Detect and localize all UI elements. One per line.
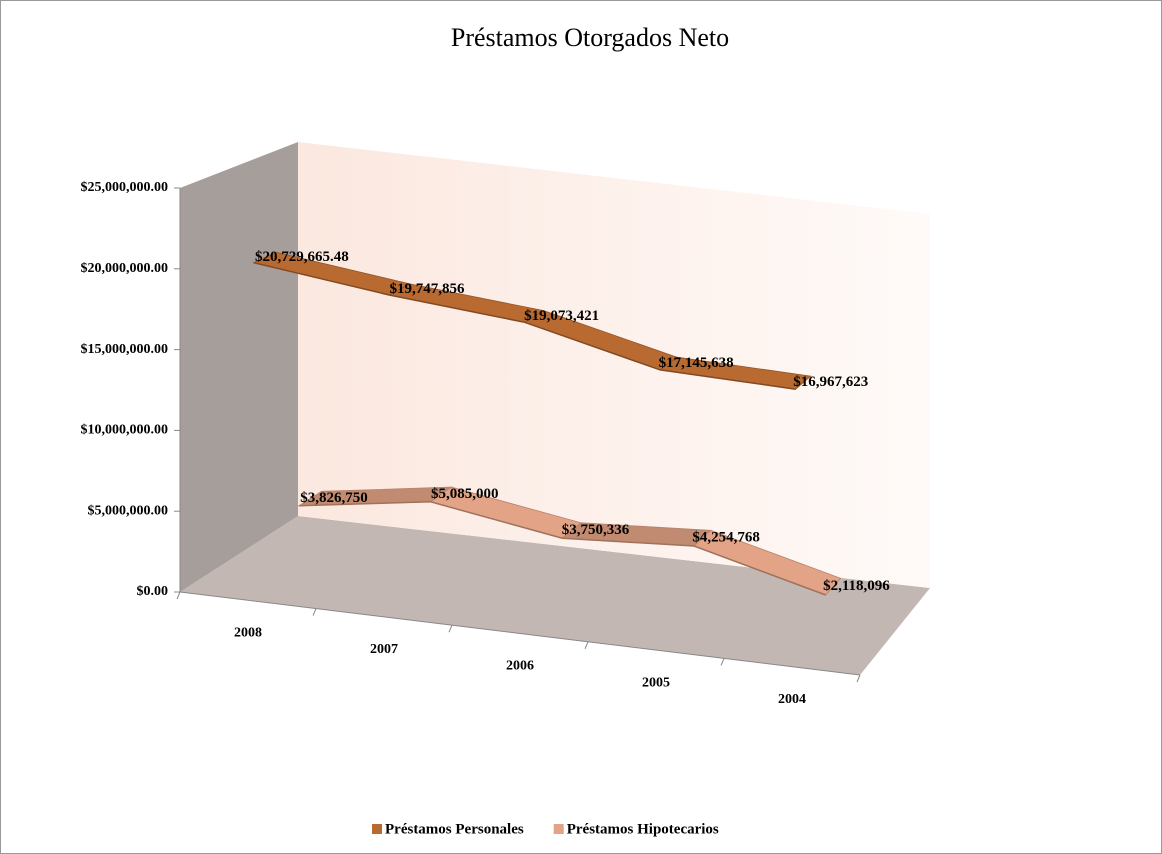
x-axis-line xyxy=(179,591,861,676)
x-tick-mark xyxy=(312,608,317,616)
data-label: $2,118,096 xyxy=(823,578,890,594)
data-label: $3,826,750 xyxy=(300,490,368,506)
y-tick-label: $0.00 xyxy=(137,584,169,599)
x-tick-mark xyxy=(176,591,181,600)
x-tick-label: 2005 xyxy=(642,675,670,690)
back-wall xyxy=(298,142,930,588)
data-label: $4,254,768 xyxy=(692,530,760,546)
data-label: $3,750,336 xyxy=(562,522,630,538)
x-tick-mark xyxy=(856,674,861,683)
legend-swatch xyxy=(372,824,382,834)
data-label: $16,967,623 xyxy=(793,374,868,390)
y-tick-label: $5,000,000.00 xyxy=(88,503,169,518)
x-tick-mark xyxy=(584,641,589,649)
data-label: $20,729,665.48 xyxy=(255,249,349,265)
y-tick-label: $10,000,000.00 xyxy=(81,423,169,438)
x-tick-label: 2006 xyxy=(506,659,534,674)
data-label: $19,747,856 xyxy=(390,281,466,297)
y-tick-label: $25,000,000.00 xyxy=(81,180,169,195)
legend-label: Préstamos Personales xyxy=(385,821,524,837)
x-tick-mark xyxy=(720,658,725,666)
left-wall xyxy=(180,142,298,592)
series-line xyxy=(298,501,826,596)
y-tick-label: $15,000,000.00 xyxy=(81,342,169,357)
x-tick-label: 2004 xyxy=(778,692,806,707)
series-line xyxy=(253,261,796,390)
x-tick-mark xyxy=(448,625,453,633)
data-label: $19,073,421 xyxy=(524,308,599,324)
y-tick-label: $20,000,000.00 xyxy=(81,261,169,276)
legend-swatch xyxy=(553,824,564,834)
data-label: $17,145,638 xyxy=(659,355,734,371)
plot-area: $0.00 $5,000,000.00 $10,000,000.00 $15,000,… xyxy=(81,142,930,707)
data-label: $5,085,000 xyxy=(431,486,499,502)
chart-title: Préstamos Otorgados Neto xyxy=(451,23,729,52)
legend-label: Préstamos Hipotecarios xyxy=(567,821,719,837)
x-tick-label: 2008 xyxy=(234,626,262,641)
floor xyxy=(180,516,930,675)
x-tick-label: 2007 xyxy=(370,642,398,657)
